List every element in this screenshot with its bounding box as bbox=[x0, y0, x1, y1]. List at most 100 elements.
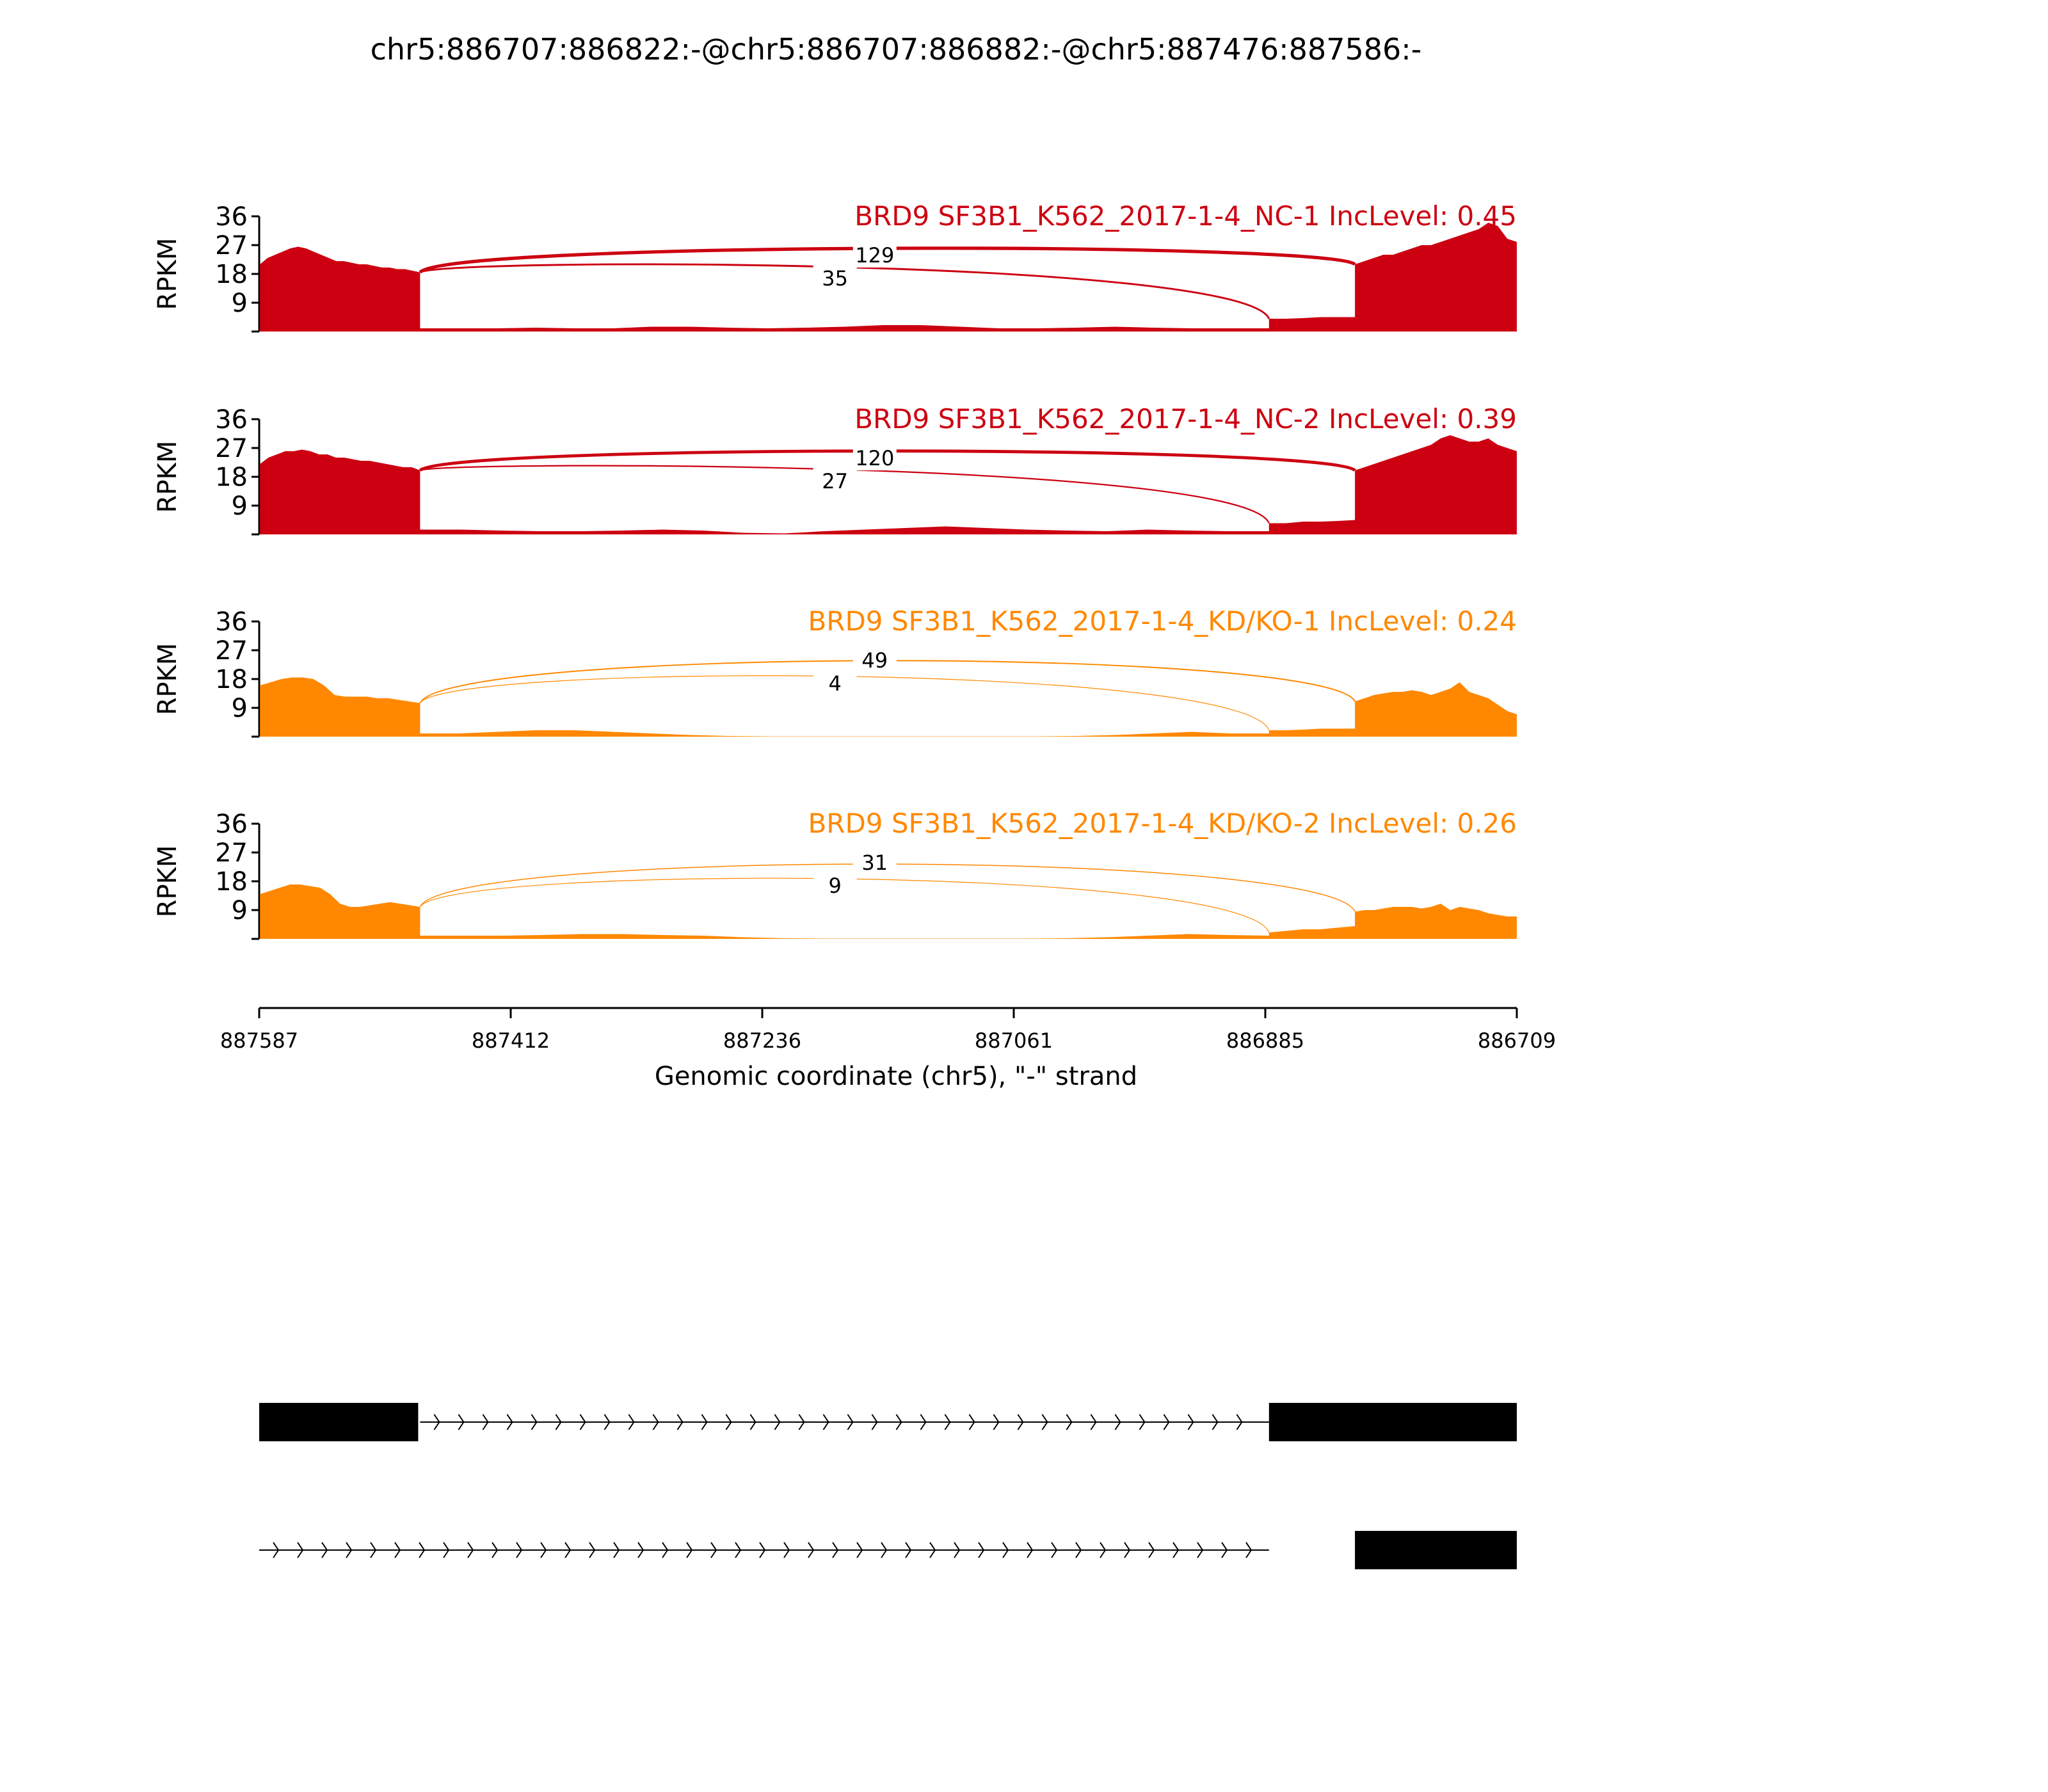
strand-arrow bbox=[1172, 1542, 1180, 1558]
y-tick-label: 9 bbox=[232, 896, 248, 925]
strand-arrow bbox=[774, 1414, 781, 1430]
exon-block bbox=[259, 1403, 419, 1441]
junction-count-skip: 49 bbox=[861, 648, 888, 673]
strand-arrow bbox=[1100, 1542, 1107, 1558]
track-label: BRD9 SF3B1_K562_2017-1-4_KD/KO-2 IncLeve… bbox=[808, 808, 1517, 839]
strand-arrow bbox=[871, 1414, 878, 1430]
strand-arrow bbox=[604, 1414, 611, 1430]
coverage-area bbox=[260, 677, 1517, 737]
junction-count-include: 35 bbox=[822, 266, 848, 291]
y-axis-label: RPKM bbox=[153, 845, 182, 918]
strand-arrow bbox=[531, 1414, 538, 1430]
strand-arrow bbox=[783, 1542, 790, 1558]
strand-arrow bbox=[895, 1414, 902, 1430]
y-tick-label: 36 bbox=[215, 405, 248, 435]
strand-arrow bbox=[579, 1414, 586, 1430]
strand-arrow bbox=[1236, 1414, 1243, 1430]
y-tick-label: 27 bbox=[215, 838, 248, 868]
y-tick-label: 36 bbox=[215, 810, 248, 839]
strand-arrow bbox=[808, 1542, 815, 1558]
strand-arrow bbox=[662, 1542, 669, 1558]
strand-arrow bbox=[954, 1542, 961, 1558]
strand-arrow bbox=[1075, 1542, 1082, 1558]
strand-arrow bbox=[993, 1414, 1000, 1430]
strand-arrow bbox=[1041, 1414, 1048, 1430]
strand-arrow bbox=[433, 1414, 440, 1430]
y-tick-label: 18 bbox=[215, 260, 248, 289]
strand-arrow bbox=[458, 1414, 465, 1430]
x-axis: 887587 887412 887236 887061 886885 886709 bbox=[220, 1007, 1556, 1053]
strand-arrow bbox=[710, 1542, 717, 1558]
junction-label-bg bbox=[852, 647, 897, 673]
y-axis-label: RPKM bbox=[153, 441, 182, 513]
strand-arrow bbox=[1163, 1414, 1170, 1430]
strand-arrow bbox=[370, 1542, 377, 1558]
strand-arrow bbox=[506, 1414, 513, 1430]
strand-arrow bbox=[725, 1414, 732, 1430]
strand-arrow bbox=[905, 1542, 912, 1558]
strand-arrow bbox=[798, 1414, 805, 1430]
y-tick-label: 18 bbox=[215, 867, 248, 897]
strand-arrow bbox=[297, 1542, 304, 1558]
y-tick-label: 27 bbox=[215, 231, 248, 260]
strand-arrow bbox=[482, 1414, 489, 1430]
coverage-area bbox=[260, 223, 1517, 332]
strand-arrow bbox=[749, 1414, 756, 1430]
y-tick-label: 9 bbox=[232, 289, 248, 318]
x-tick-label: 887061 bbox=[975, 1028, 1053, 1053]
strand-arrow bbox=[564, 1542, 572, 1558]
strand-arrow bbox=[735, 1542, 742, 1558]
strand-arrow bbox=[637, 1542, 644, 1558]
strand-arrow bbox=[273, 1542, 280, 1558]
track-label: BRD9 SF3B1_K562_2017-1-4_NC-2 IncLevel: … bbox=[854, 403, 1517, 435]
junction-count-include: 9 bbox=[828, 874, 841, 898]
strand-arrow bbox=[1139, 1414, 1146, 1430]
strand-arrow bbox=[419, 1542, 426, 1558]
chart-title: chr5:886707:886822:-@chr5:886707:886882:… bbox=[371, 32, 1422, 67]
strand-arrow bbox=[1066, 1414, 1073, 1430]
y-axis-label: RPKM bbox=[153, 238, 182, 310]
exon-block bbox=[1355, 1531, 1517, 1569]
strand-arrow bbox=[1027, 1542, 1034, 1558]
track-label: BRD9 SF3B1_K562_2017-1-4_KD/KO-1 IncLeve… bbox=[808, 605, 1517, 637]
strand-arrow bbox=[346, 1542, 353, 1558]
strand-arrow bbox=[628, 1414, 635, 1430]
strand-arrow bbox=[492, 1542, 499, 1558]
strand-arrow bbox=[944, 1414, 951, 1430]
y-axis-label: RPKM bbox=[153, 643, 182, 716]
strand-arrow bbox=[1124, 1542, 1131, 1558]
strand-arrow bbox=[822, 1414, 829, 1430]
coverage-area bbox=[260, 435, 1517, 534]
strand-arrow bbox=[929, 1542, 936, 1558]
junction-label-bg bbox=[813, 872, 857, 898]
y-tick-label: 9 bbox=[232, 492, 248, 521]
strand-arrow bbox=[847, 1414, 854, 1430]
strand-arrow bbox=[832, 1542, 839, 1558]
strand-arrow bbox=[1017, 1414, 1024, 1430]
strand-arrow bbox=[321, 1542, 328, 1558]
junction-count-include: 4 bbox=[828, 671, 841, 696]
junction-count-skip: 120 bbox=[855, 446, 894, 470]
junction-count-skip: 129 bbox=[855, 243, 894, 268]
strand-arrow bbox=[589, 1542, 596, 1558]
gene-model bbox=[259, 1403, 1517, 1569]
strand-arrow bbox=[516, 1542, 523, 1558]
strand-arrow bbox=[968, 1414, 975, 1430]
y-tick-label: 27 bbox=[215, 434, 248, 463]
strand-arrow bbox=[1197, 1542, 1204, 1558]
junction-count-skip: 31 bbox=[861, 851, 888, 875]
strand-arrow bbox=[540, 1542, 547, 1558]
x-tick-label: 887587 bbox=[220, 1028, 298, 1053]
strand-arrow bbox=[759, 1542, 766, 1558]
x-tick-label: 887236 bbox=[723, 1028, 801, 1053]
strand-arrow bbox=[1002, 1542, 1009, 1558]
strand-arrow bbox=[1090, 1414, 1097, 1430]
strand-arrow bbox=[978, 1542, 985, 1558]
strand-arrow bbox=[613, 1542, 620, 1558]
junction-label-bg bbox=[813, 265, 857, 291]
strand-arrow bbox=[1245, 1542, 1252, 1558]
strand-arrow bbox=[701, 1414, 708, 1430]
